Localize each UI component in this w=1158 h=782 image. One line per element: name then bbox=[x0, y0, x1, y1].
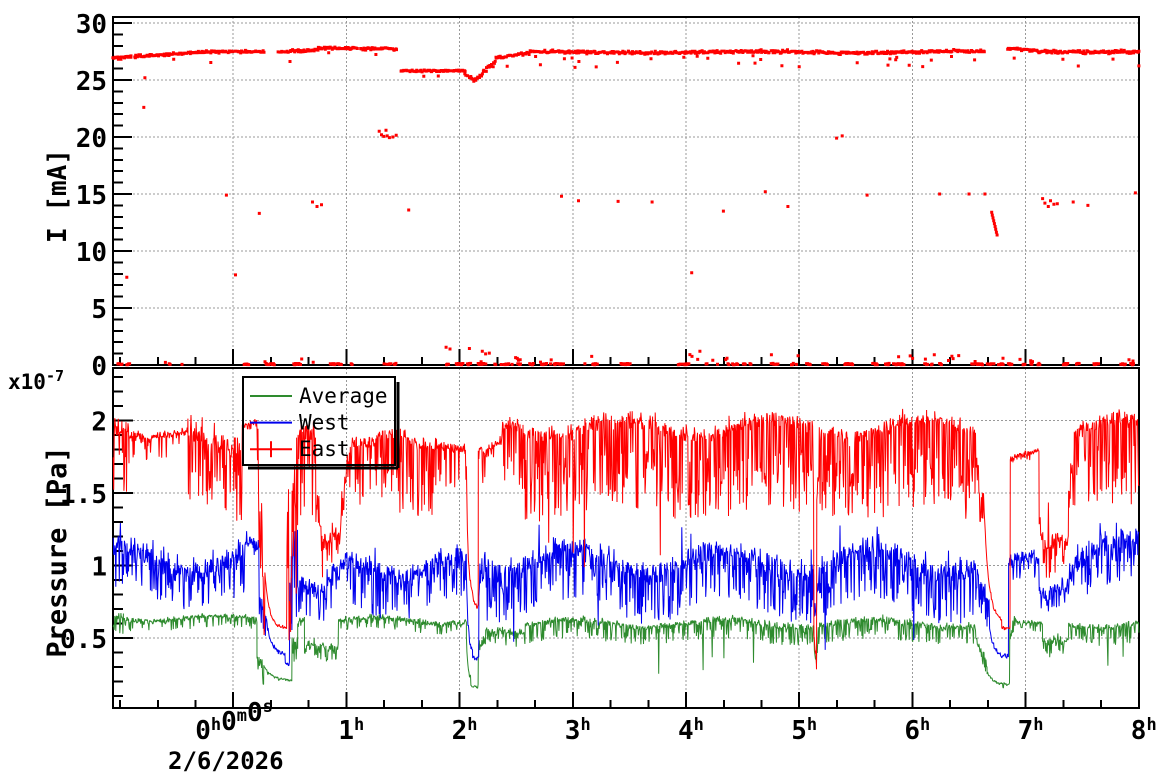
legend-label-west: West bbox=[299, 411, 350, 435]
series-west-line bbox=[112, 522, 1140, 667]
series-average-line bbox=[112, 613, 1140, 689]
legend-label-east: East bbox=[299, 437, 350, 461]
x-tick-label-hour: 6h bbox=[904, 715, 930, 746]
y-tick-label-pressure: 2 bbox=[91, 408, 107, 438]
y-tick-label-current: 5 bbox=[91, 295, 107, 325]
x-tick-label-hour: 5h bbox=[791, 715, 817, 746]
x-tick-label-hour: 1h bbox=[338, 715, 364, 746]
generated-chart-content: 0 5 10 15 20 25 30 0.5 1 1.5 2 0h0m0s 1h 2h 3h 4h 5h 6h 7h… bbox=[8, 10, 1157, 746]
x-tick-label-hour: 3h bbox=[565, 715, 591, 746]
x-tick-label-hour: 2h bbox=[452, 715, 478, 746]
scale-factor-label: x10-7 bbox=[8, 367, 64, 394]
x-tick-label-origin: 0h0m0s bbox=[195, 697, 273, 746]
y-tick-label-pressure: 1.5 bbox=[60, 480, 107, 510]
series-east-line bbox=[112, 408, 1140, 670]
axis-tick-labels: 0 5 10 15 20 25 30 0.5 1 1.5 2 0h0m0s 1h 2h 3h 4h 5h 6h 7h… bbox=[8, 10, 1157, 746]
x-tick-label-hour: 7h bbox=[1018, 715, 1044, 746]
y-axis-title-current: I [mA] bbox=[43, 149, 73, 243]
y-tick-label-pressure: 1 bbox=[91, 553, 107, 583]
x-tick-label-hour: 8h bbox=[1131, 715, 1157, 746]
y-tick-label-current: 0 bbox=[91, 352, 107, 382]
date-label: 2/6/2026 bbox=[168, 747, 284, 775]
y-tick-label-current: 15 bbox=[76, 181, 107, 211]
y-tick-label-current: 20 bbox=[76, 124, 107, 154]
y-tick-label-current: 30 bbox=[76, 10, 107, 40]
y-tick-label-current: 25 bbox=[76, 67, 107, 97]
y-tick-label-current: 10 bbox=[76, 238, 107, 268]
legend-label-average: Average bbox=[299, 384, 388, 408]
x-tick-label-hour: 4h bbox=[678, 715, 704, 746]
y-axis-title-pressure: Pressure [Pa] bbox=[42, 446, 73, 657]
current-scatter-points bbox=[111, 45, 1141, 367]
y-tick-label-pressure: 0.5 bbox=[60, 625, 107, 655]
